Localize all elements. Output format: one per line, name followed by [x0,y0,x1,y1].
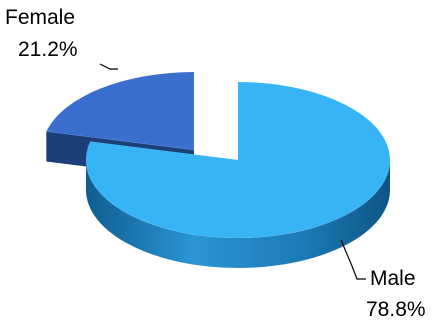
slice-female [45,71,195,151]
slice-male [85,81,391,239]
label-female-value: 21.2% [18,38,78,61]
male-leader-line [340,239,366,280]
label-male-name: Male [370,267,416,290]
label-female-name: Female [5,6,75,29]
pie-labels: Female 21.2% Male 78.8% [5,6,426,321]
pie-slices [45,71,391,268]
label-male-value: 78.8% [366,298,426,321]
female-leader-line [99,63,118,70]
slice-male-side [86,160,390,268]
